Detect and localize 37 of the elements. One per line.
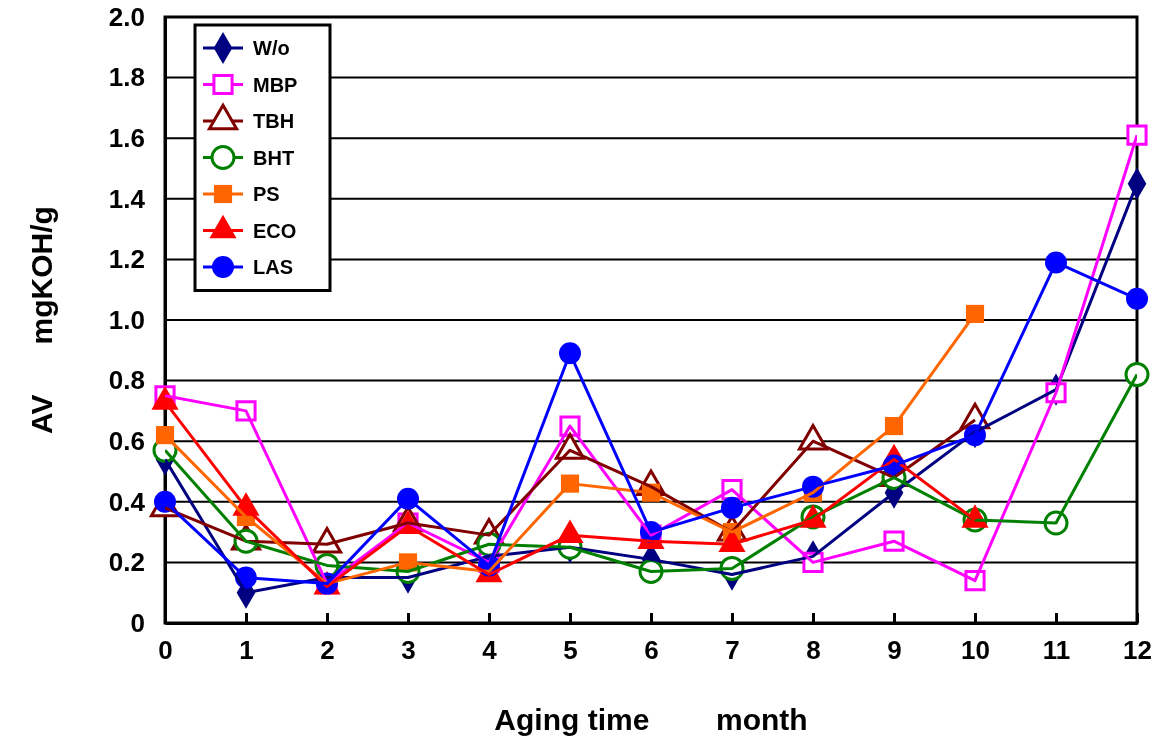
y-axis-title: AV mgKOH/g: [25, 206, 58, 434]
x-tick-label: 6: [644, 635, 659, 666]
x-tick-label: 2: [320, 635, 335, 666]
x-tick-label: 10: [961, 635, 990, 666]
x-tick-label: 8: [806, 635, 821, 666]
point: [1126, 287, 1148, 310]
x-tick-label: 9: [887, 635, 902, 666]
legend-label: BHT: [253, 146, 295, 169]
y-tick-label: 0.2: [108, 547, 145, 578]
x-tick-label: 0: [158, 635, 173, 666]
x-tick-label: 7: [725, 635, 740, 666]
legend-label: LAS: [253, 256, 293, 278]
x-tick-label: 3: [401, 635, 416, 666]
y-tick-label: 1.6: [108, 123, 145, 154]
x-tick-label: 11: [1042, 635, 1071, 666]
legend-label: ECO: [253, 219, 297, 242]
y-tick-label: 2.0: [108, 1, 145, 32]
legend-label: PS: [253, 183, 280, 205]
legend-label: TBH: [253, 110, 295, 132]
legend-label: MBP: [253, 73, 298, 96]
y-tick-label: 1.4: [108, 183, 146, 214]
y-tick-label: 1.2: [108, 244, 145, 275]
y-tick-label: 0.4: [108, 486, 146, 517]
y-tick-label: 0.8: [108, 365, 145, 396]
y-tick-label: 0: [130, 607, 145, 638]
point: [1126, 124, 1148, 146]
point: [1124, 362, 1150, 388]
point: [155, 426, 175, 445]
x-tick-label: 1: [239, 635, 254, 666]
y-tick-label: 0.6: [108, 426, 145, 457]
x-tick-label: 4: [482, 635, 498, 666]
legend-label: W/o: [253, 37, 290, 59]
x-tick-label: 5: [563, 635, 578, 666]
y-tick-label: 1.0: [108, 304, 145, 335]
x-axis-title: Aging time month: [494, 703, 808, 736]
y-tick-label: 1.8: [108, 62, 145, 93]
x-tick-label: 12: [1123, 635, 1152, 666]
